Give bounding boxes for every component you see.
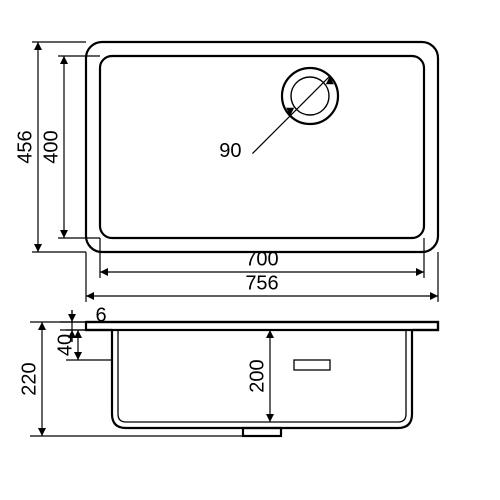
svg-text:90: 90 [219,140,241,162]
svg-text:6: 6 [95,304,106,326]
svg-text:220: 220 [18,362,40,395]
svg-text:756: 756 [245,272,278,294]
svg-text:400: 400 [40,130,62,163]
svg-text:40: 40 [54,334,76,356]
svg-text:200: 200 [246,359,268,392]
svg-text:456: 456 [14,130,36,163]
svg-text:700: 700 [245,248,278,270]
